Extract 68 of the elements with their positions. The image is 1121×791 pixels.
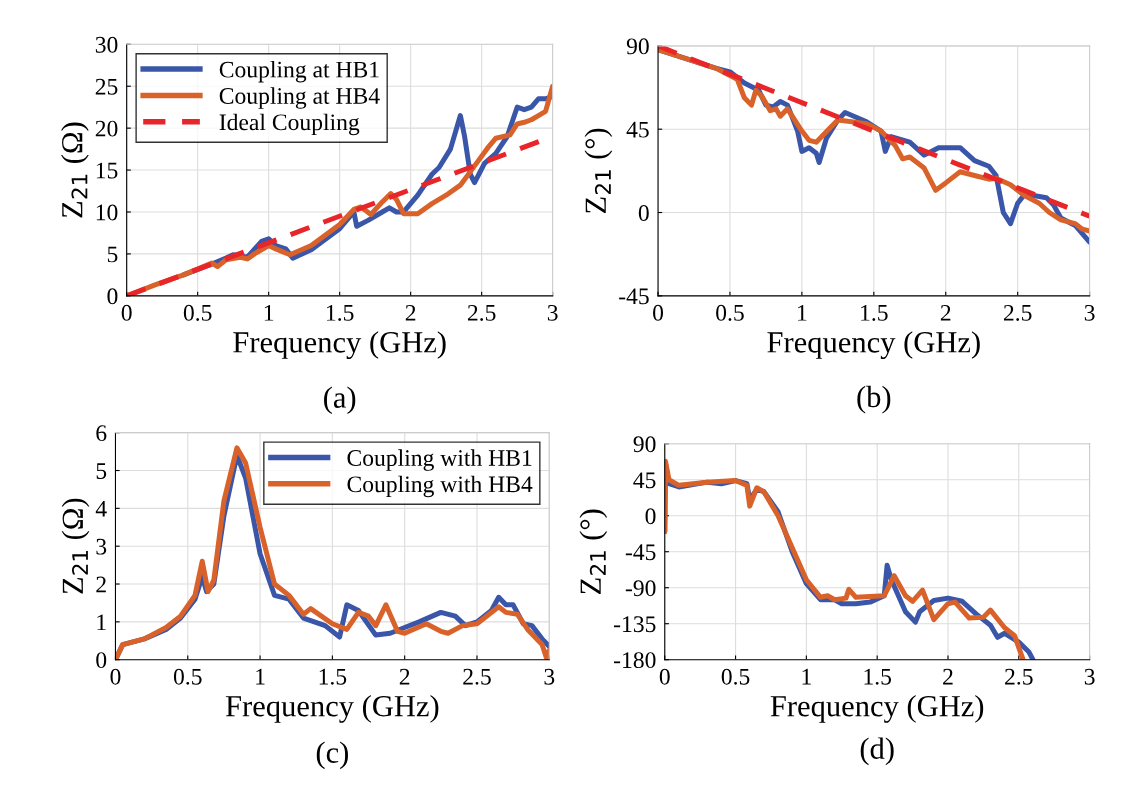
y-tick-label: 1 [97,614,106,631]
y-tick-label: 20 [95,120,118,137]
x-tick-label: 3 [1084,668,1095,685]
legend-label: Coupling with HB1 [347,449,532,471]
y-tick-label: 90 [626,38,649,55]
y-tick-label: -180 [614,652,656,669]
text: (b) [857,385,891,414]
y-tick-label: 5 [96,463,107,479]
x-tick-label: 1.5 [861,304,888,321]
x-tick-label: 2.5 [463,668,491,685]
text: (a) [324,386,356,415]
y-tick-label: 90 [633,436,656,453]
y-axis-title: Z$_{21}$ (Ω) [61,122,89,218]
x-tick-label: 1 [802,668,811,685]
text: (c) [316,741,348,770]
x-tick-label: 0.5 [173,668,202,685]
y-tick-label: -45 [619,288,649,305]
y-tick-label: 0 [107,288,118,305]
x-tick-label: 2 [943,668,953,685]
y-tick-label: 45 [633,472,656,489]
x-tick-label: 2.5 [1005,668,1033,685]
y-axis-title: Z$_{21}$ (Ω) [61,498,90,594]
y-tick-label: 0 [645,508,656,525]
y-tick-label: 15 [96,162,118,179]
x-tick-label: 2 [405,304,416,321]
x-tick-label: 3 [1084,304,1095,321]
y-axis-title: Z$_{21}$ (°) [579,509,608,594]
y-tick-label: 30 [95,36,118,53]
x-tick-label: 1.5 [864,668,892,685]
x-tick-label: 2.5 [467,304,496,321]
y-tick-label: -45 [625,544,656,561]
x-axis-title: Frequency (GHz) [233,331,446,359]
y-tick-label: -135 [614,616,656,633]
y-tick-label: 25 [95,78,118,95]
y-tick-label: 0 [638,205,649,221]
legend-label: Ideal Coupling [219,113,360,136]
x-axis-title: Frequency (GHz) [225,695,439,723]
x-tick-label: 3 [544,668,555,685]
y-tick-label: -90 [625,580,656,597]
y-axis-title: Z$_{21}$ (°) [584,128,613,214]
text: (d) [860,737,894,766]
y-tick-label: 45 [626,121,649,138]
x-tick-label: 0.5 [183,304,212,321]
x-tick-label: 0 [659,668,670,685]
x-tick-label: 1 [264,304,274,321]
y-tick-label: 5 [107,246,118,263]
x-tick-label: 2 [940,304,951,321]
x-tick-label: 0.5 [716,304,744,321]
y-tick-label: 10 [96,204,118,221]
x-tick-label: 1 [256,668,265,685]
y-tick-label: 6 [96,425,107,442]
x-tick-label: 1 [798,304,807,321]
x-axis-title: Frequency (GHz) [767,331,980,359]
legend-label: Coupling at HB1 [219,60,379,83]
legend-label: Coupling with HB4 [347,475,533,498]
x-axis-title: Frequency (GHz) [770,695,984,723]
y-tick-label: 2 [96,576,106,593]
x-tick-label: 0.5 [721,668,750,685]
x-tick-label: 1.5 [326,304,354,321]
x-tick-label: 2.5 [1003,304,1032,321]
x-tick-label: 1.5 [319,668,347,685]
y-tick-label: 3 [96,538,107,555]
legend-label: Coupling at HB4 [219,87,380,109]
x-tick-label: 2 [399,668,410,685]
y-tick-label: 4 [95,501,107,517]
x-tick-label: 0 [121,304,132,321]
y-tick-label: 0 [96,652,107,669]
x-tick-label: 3 [547,304,558,321]
